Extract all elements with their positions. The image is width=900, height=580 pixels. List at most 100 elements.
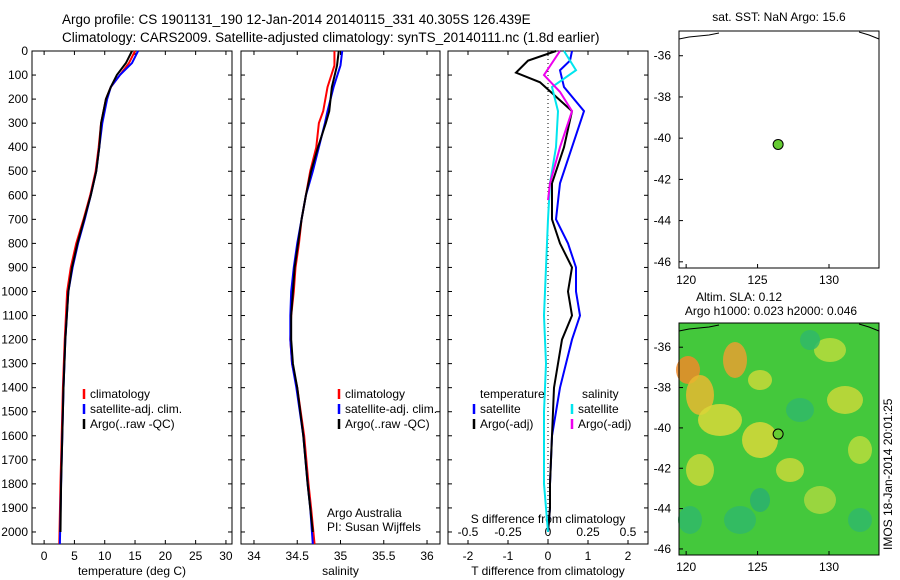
title-line-1: Argo profile: CS 1901131_190 12-Jan-2014… [62, 12, 531, 27]
series-line [514, 50, 574, 533]
y-tick-label: 800 [8, 236, 28, 250]
legend-label: satellite-adj. clim. [90, 402, 182, 416]
y-tick-label: -46 [654, 255, 672, 269]
series-line [289, 51, 336, 545]
s-tick-label: 0.5 [620, 525, 637, 539]
side-label: IMOS 18-Jan-2014 20:01:25 [881, 398, 895, 550]
x-axis-label: T difference from climatology [471, 564, 625, 578]
heatmap-blob [686, 454, 714, 486]
series-line [289, 50, 344, 545]
series-line [59, 50, 133, 532]
legend-label: satellite [578, 402, 619, 416]
y-tick-label: 400 [8, 140, 28, 154]
legend-label: climatology [90, 387, 150, 401]
x-tick-label: 5 [71, 549, 78, 563]
legend-label: temperature [480, 387, 545, 401]
y-tick-label: -46 [654, 542, 672, 556]
s-tick-label: 0 [545, 525, 552, 539]
heatmap-blob [786, 398, 814, 422]
y-tick-label: 200 [8, 92, 28, 106]
map-subtitle: Argo h1000: 0.023 h2000: 0.046 [685, 304, 857, 318]
x-tick-label: 130 [819, 273, 839, 287]
legend-label: salinity [582, 387, 619, 401]
x-tick-label: -2 [463, 549, 474, 563]
coastline [858, 31, 880, 40]
y-tick-label: -40 [654, 421, 672, 435]
y-tick-label: 1500 [1, 405, 28, 419]
x-tick-label: 35 [334, 549, 348, 563]
x-tick-label: 120 [676, 560, 696, 574]
x-tick-label: 34.5 [286, 549, 310, 563]
legend-label: satellite-adj. clim. [345, 402, 437, 416]
x-tick-label: 15 [128, 549, 142, 563]
y-tick-label: -42 [654, 172, 672, 186]
x-tick-label: 1 [585, 549, 592, 563]
argo-location-marker [772, 428, 784, 440]
x-tick-label: 120 [676, 273, 696, 287]
y-tick-label: -38 [654, 90, 672, 104]
heatmap-blob [748, 370, 772, 390]
legend-label: climatology [345, 387, 405, 401]
series-line [290, 50, 340, 533]
y-tick-label: 1100 [2, 309, 28, 323]
x-tick-label: 125 [748, 560, 768, 574]
y-tick-label: 1800 [1, 477, 28, 491]
y-tick-label: -42 [654, 461, 672, 475]
heatmap-blob [814, 338, 846, 362]
heatmap-blob [800, 330, 820, 350]
x-tick-label: 2 [625, 549, 632, 563]
x-tick-label: 36 [420, 549, 434, 563]
map-frame [678, 322, 880, 556]
x-axis-label: salinity [322, 564, 359, 578]
coastline [858, 323, 880, 332]
y-tick-label: -38 [654, 381, 672, 395]
y-tick-label: -44 [654, 214, 672, 228]
legend-label: Argo(-adj) [578, 417, 631, 431]
series-line [58, 50, 139, 545]
x-tick-label: 35.5 [372, 549, 396, 563]
heatmap-blob [827, 386, 863, 414]
y-tick-label: 1600 [1, 429, 28, 443]
heatmap-blob [742, 422, 778, 458]
map-frame [678, 30, 880, 269]
y-tick-label: -40 [654, 131, 672, 145]
heatmap-blob [804, 486, 836, 514]
y-tick-label: 1400 [1, 381, 28, 395]
x-tick-label: 0 [41, 549, 48, 563]
y-tick-label: -36 [654, 49, 672, 63]
x-tick-label: 20 [159, 549, 173, 563]
y-tick-label: 600 [8, 188, 28, 202]
coastline [678, 32, 720, 40]
s-tick-label: -0.5 [458, 525, 479, 539]
y-tick-label: 500 [8, 164, 28, 178]
heatmap-blob [724, 506, 756, 534]
y-tick-label: -44 [654, 502, 672, 516]
x-tick-label: 130 [819, 560, 839, 574]
annotation: Argo Australia [327, 506, 402, 520]
x-tick-label: 0 [545, 549, 552, 563]
x-tick-label: 25 [189, 549, 203, 563]
title-line-2: Climatology: CARS2009. Satellite-adjuste… [62, 30, 600, 45]
heatmap-blob [686, 375, 714, 415]
series-line [542, 50, 578, 533]
y-tick-label: 2000 [1, 525, 28, 539]
series-line [547, 50, 586, 533]
heatmap-blob [848, 436, 872, 464]
y-tick-label: 100 [8, 68, 28, 82]
legend-label: Argo(..raw -QC) [90, 417, 175, 431]
heatmap-blob [678, 506, 702, 534]
heatmap-blob [848, 508, 872, 532]
legend-label: satellite [480, 402, 521, 416]
heatmap-blob [723, 342, 747, 378]
x-tick-label: 125 [748, 273, 768, 287]
x-axis-label: temperature (deg C) [78, 564, 186, 578]
x-tick-label: 10 [98, 549, 112, 563]
x-tick-label: 30 [219, 549, 233, 563]
legend-label: Argo(..raw -QC) [345, 417, 430, 431]
x-tick-label: 34 [247, 549, 261, 563]
map-title: sat. SST: NaN Argo: 15.6 [712, 10, 846, 24]
y-tick-label: -36 [654, 340, 672, 354]
heatmap-blob [698, 404, 742, 436]
y-tick-label: 1200 [1, 333, 28, 347]
